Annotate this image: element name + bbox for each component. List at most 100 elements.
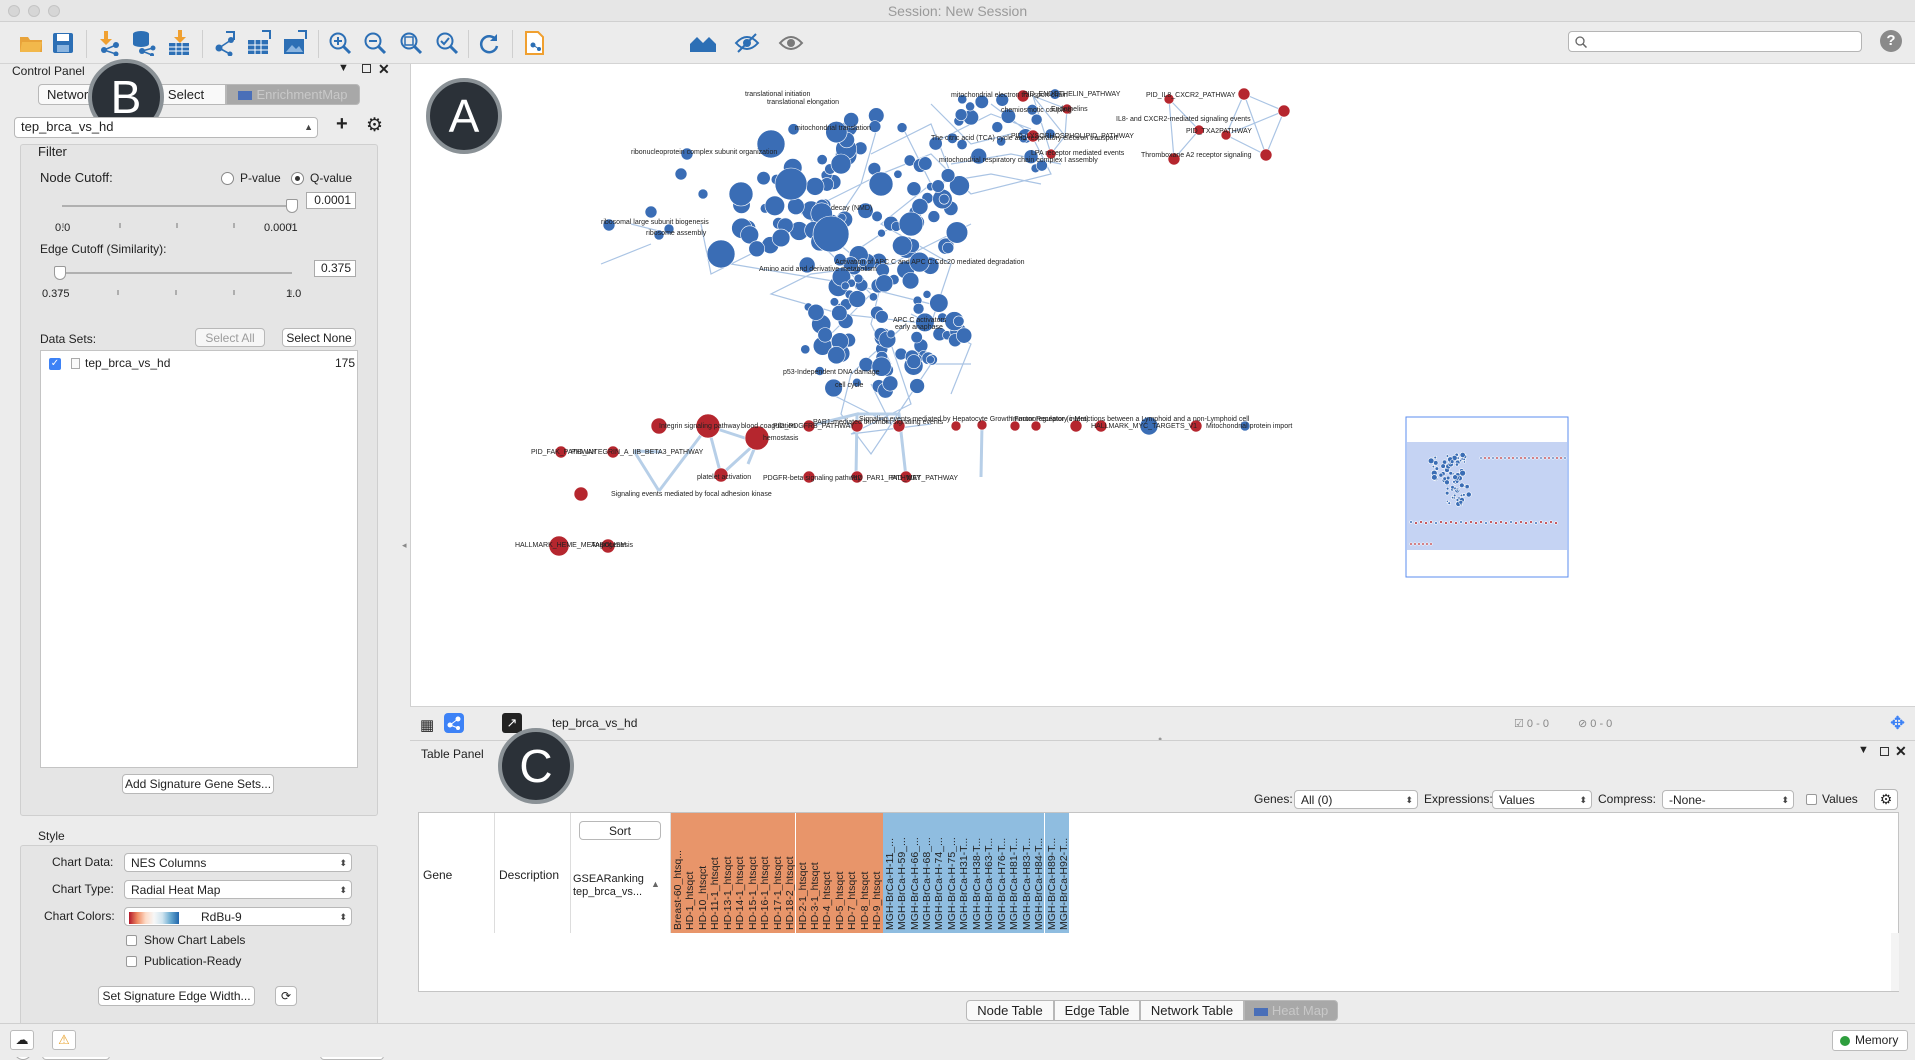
network-node[interactable] — [1094, 419, 1108, 433]
overview-node[interactable] — [1419, 520, 1423, 524]
network-node[interactable] — [807, 303, 825, 321]
network-node[interactable] — [852, 377, 862, 388]
network-node[interactable] — [857, 202, 874, 219]
dataset-checkbox[interactable]: ✓ — [49, 358, 61, 370]
search-input[interactable] — [1568, 31, 1862, 52]
network-node[interactable] — [892, 419, 906, 433]
network-node[interactable] — [1139, 416, 1159, 436]
overview-node[interactable] — [1453, 493, 1457, 498]
network-node[interactable] — [886, 329, 896, 339]
sort-button[interactable]: Sort — [579, 821, 661, 840]
network-node[interactable] — [827, 346, 846, 365]
table-float-icon[interactable] — [1880, 747, 1889, 756]
node-cutoff-field[interactable]: 0.0001 — [306, 192, 356, 209]
edge-cutoff-field[interactable]: 0.375 — [314, 260, 356, 277]
edge-cutoff-slider-thumb[interactable] — [54, 266, 66, 280]
network-selector[interactable]: tep_brca_vs_hd ▲ — [14, 117, 318, 138]
network-node[interactable] — [600, 538, 616, 554]
overview-node[interactable] — [1455, 498, 1460, 502]
overview-node[interactable] — [1543, 456, 1547, 460]
pvalue-radio[interactable] — [221, 172, 234, 185]
overview-node[interactable] — [1547, 456, 1551, 460]
overview-node[interactable] — [1549, 520, 1553, 524]
network-node[interactable] — [949, 175, 970, 196]
overview-node[interactable] — [1454, 521, 1458, 525]
network-node[interactable] — [938, 193, 950, 205]
overview-node[interactable] — [1442, 476, 1447, 481]
network-node[interactable] — [906, 181, 922, 197]
network-node[interactable] — [868, 120, 882, 133]
overview-node[interactable] — [1469, 520, 1473, 524]
network-node[interactable] — [1026, 129, 1040, 143]
overview-node[interactable] — [1444, 479, 1450, 486]
network-node[interactable] — [928, 136, 943, 151]
network-node[interactable] — [802, 470, 816, 484]
network-node[interactable] — [825, 121, 848, 144]
overview-node[interactable] — [1440, 463, 1446, 469]
network-node[interactable] — [995, 93, 1009, 107]
network-node[interactable] — [899, 470, 913, 484]
sample-column-header[interactable]: MGH-BrCa-H89-T... — [1044, 813, 1057, 933]
overview-node[interactable] — [1539, 520, 1543, 524]
overview-node[interactable] — [1433, 460, 1439, 466]
network-node[interactable] — [892, 235, 913, 256]
network-node[interactable] — [744, 425, 770, 451]
network-node[interactable] — [1030, 113, 1043, 126]
refresh-icon[interactable] — [474, 28, 504, 58]
network-node[interactable] — [858, 257, 868, 268]
chart-data-select[interactable]: NES Columns ⬍ — [124, 853, 352, 872]
network-node[interactable] — [674, 167, 688, 181]
description-column-header[interactable]: Description — [495, 813, 571, 933]
overview-node[interactable] — [1446, 475, 1451, 481]
network-node[interactable] — [824, 378, 843, 398]
sample-column-header[interactable]: MGH-BrCa-H92-T... — [1056, 813, 1070, 933]
overview-node[interactable] — [1425, 542, 1429, 546]
overview-node[interactable] — [1503, 456, 1507, 460]
overview-node[interactable] — [1515, 456, 1519, 460]
sample-column-header[interactable]: MGH-BrCa-H81-T... — [1007, 813, 1020, 933]
network-node[interactable] — [875, 274, 894, 293]
overview-node[interactable] — [1554, 521, 1558, 525]
overview-node[interactable] — [1463, 460, 1466, 464]
sample-column-header[interactable]: HD-15-1_htsqct — [745, 813, 759, 933]
select-none-button[interactable]: Select None — [282, 328, 356, 347]
network-node[interactable] — [814, 366, 825, 376]
expressions-select[interactable]: Values ⬍ — [1492, 790, 1592, 809]
overview-node[interactable] — [1433, 455, 1437, 460]
overview-node[interactable] — [1462, 457, 1466, 461]
sample-column-header[interactable]: MGH-BrCa-H-66_... — [907, 813, 920, 933]
network-node[interactable] — [816, 154, 828, 166]
network-node[interactable] — [875, 310, 889, 324]
show-all-icon[interactable] — [776, 28, 806, 58]
overview-node[interactable] — [1456, 488, 1460, 492]
network-node[interactable] — [573, 486, 589, 502]
network-node[interactable] — [1049, 88, 1061, 100]
overview-node[interactable] — [1434, 521, 1438, 525]
sample-column-header[interactable]: MGH-BrCa-H76-T... — [994, 813, 1008, 933]
network-node[interactable] — [1193, 124, 1205, 136]
zoom-fit-icon[interactable] — [396, 28, 426, 58]
network-node[interactable] — [650, 417, 668, 435]
overview-panel[interactable] — [1405, 416, 1569, 578]
table-scrollbar[interactable] — [1891, 933, 1899, 991]
network-node[interactable] — [868, 292, 878, 302]
overview-node[interactable] — [1495, 456, 1499, 460]
overview-node[interactable] — [1511, 456, 1515, 460]
sample-column-header[interactable]: HD-10_htsqct — [695, 813, 709, 933]
fit-view-icon[interactable]: ✥ — [1890, 713, 1906, 733]
import-network-icon[interactable] — [94, 28, 124, 58]
network-node[interactable] — [1189, 419, 1203, 433]
memory-button[interactable]: Memory — [1832, 1030, 1908, 1051]
network-node[interactable] — [918, 156, 933, 171]
network-node[interactable] — [954, 108, 968, 121]
network-node[interactable] — [848, 290, 867, 308]
network-node[interactable] — [1061, 103, 1073, 115]
network-node[interactable] — [644, 205, 658, 219]
table-close-icon[interactable]: ✕ — [1895, 743, 1907, 759]
network-node[interactable] — [800, 344, 811, 355]
overview-node[interactable] — [1539, 456, 1543, 460]
network-node[interactable] — [931, 179, 945, 193]
settings-gear-icon[interactable]: ⚙ — [366, 115, 384, 136]
network-node[interactable] — [996, 136, 1007, 147]
save-session-icon[interactable] — [48, 28, 78, 58]
